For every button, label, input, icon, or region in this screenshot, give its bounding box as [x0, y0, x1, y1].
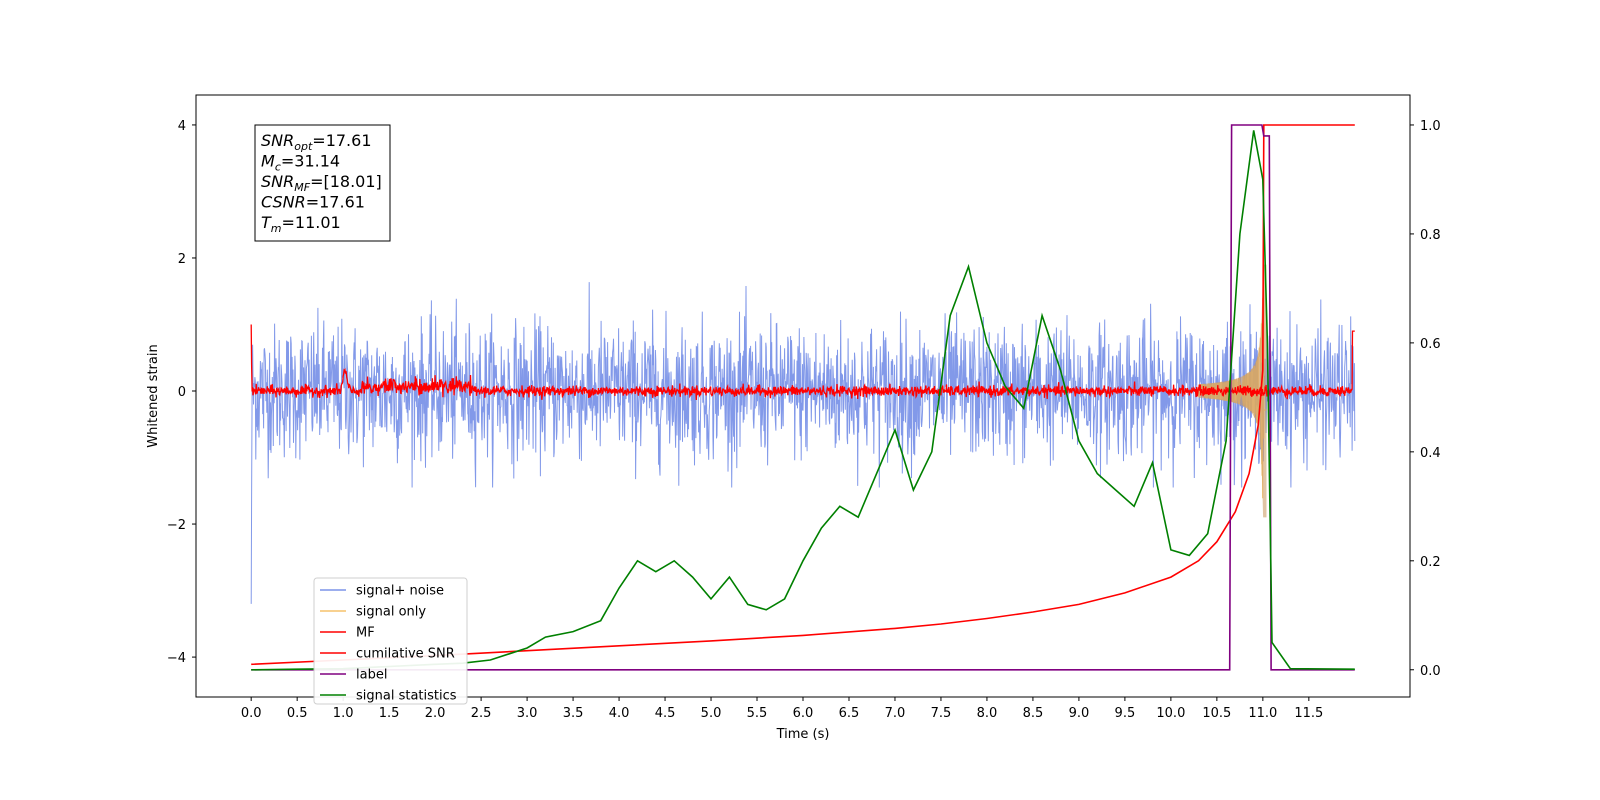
y-axis-left-title: Whitened strain [146, 344, 161, 447]
legend-label-cumilative-snr: cumilative SNR [356, 647, 455, 662]
annotation-csnr: CSNR=17.61 [261, 193, 365, 212]
annotation-snropt: SNRopt=17.61 [261, 131, 372, 153]
x-tick-label: 9.0 [1069, 706, 1090, 721]
x-tick-label: 6.5 [839, 706, 860, 721]
legend-label-signal-statistics: signal statistics [356, 689, 457, 704]
series-signal-statistics [251, 130, 1355, 671]
x-tick-label: 6.0 [793, 706, 814, 721]
x-tick-label: 5.5 [747, 706, 768, 721]
y-right-tick-label: 0.6 [1420, 337, 1441, 352]
series-cumilative-snr [251, 124, 1355, 666]
series-signal-noise [250, 282, 1356, 604]
x-tick-label: 1.0 [333, 706, 354, 721]
x-tick-label: 0.0 [241, 706, 262, 721]
x-tick-label: 8.5 [1023, 706, 1044, 721]
legend-frame [313, 577, 468, 705]
y-right-tick-label: 1.0 [1420, 119, 1441, 134]
x-tick-label: 4.0 [609, 706, 630, 721]
y-right-tick-label: 0.4 [1420, 446, 1441, 461]
x-tick-label: 8.0 [977, 706, 998, 721]
annotation-tm: Tm=11.01 [261, 213, 341, 235]
annotation-frame [254, 124, 391, 242]
series-mf [250, 324, 1355, 401]
y-axis-right-ticks: 1.0 0.8 0.6 0.4 0.2 0.0 [1410, 119, 1441, 679]
x-axis-title: Time (s) [776, 727, 830, 742]
legend-label-label: label [356, 668, 387, 683]
legend-label-signal-only: signal only [356, 605, 426, 620]
y-right-tick-label: 0.8 [1420, 228, 1441, 243]
x-tick-label: 3.0 [517, 706, 538, 721]
x-tick-label: 11.5 [1294, 706, 1323, 721]
annotation-mc: Mc=31.14 [261, 152, 340, 174]
y-right-tick-label: 0.2 [1420, 555, 1441, 570]
y-left-tick-label: −4 [167, 651, 186, 666]
x-tick-label: 5.0 [701, 706, 722, 721]
y-left-tick-label: 4 [178, 119, 186, 134]
x-tick-label: 1.5 [379, 706, 400, 721]
x-tick-label: 10.5 [1202, 706, 1231, 721]
y-right-tick-label: 0.0 [1420, 664, 1441, 679]
x-tick-label: 7.0 [885, 706, 906, 721]
x-tick-label: 7.5 [931, 706, 952, 721]
x-tick-label: 0.5 [287, 706, 308, 721]
y-axis-left-ticks: 4 2 0 −2 −4 [167, 119, 196, 666]
legend-label-mf: MF [356, 626, 375, 641]
x-axis-ticks: 0.0 0.5 1.0 1.5 2.0 2.5 3.0 3.5 4.0 4.5 5.0 5.5 6.0 6… [241, 697, 1323, 721]
y-left-tick-label: −2 [167, 518, 186, 533]
x-tick-label: 2.5 [471, 706, 492, 721]
x-tick-label: 2.0 [425, 706, 446, 721]
x-tick-label: 4.5 [655, 706, 676, 721]
x-tick-label: 9.5 [1115, 706, 1136, 721]
annotation-snrmf: SNRMF=[18.01] [261, 172, 382, 194]
legend-label-signal-noise: signal+ noise [356, 584, 444, 599]
legend: signal+ noise signal only MF cumilative SNR… [313, 577, 468, 705]
y-left-tick-label: 0 [178, 385, 186, 400]
x-tick-label: 3.5 [563, 706, 584, 721]
annotation-box: SNRopt=17.61Mc=31.14SNRMF=[18.01]CSNR=17… [254, 124, 391, 242]
y-left-tick-label: 2 [178, 252, 186, 267]
series-layer [250, 124, 1356, 671]
x-tick-label: 11.0 [1248, 706, 1277, 721]
x-tick-label: 10.0 [1156, 706, 1185, 721]
